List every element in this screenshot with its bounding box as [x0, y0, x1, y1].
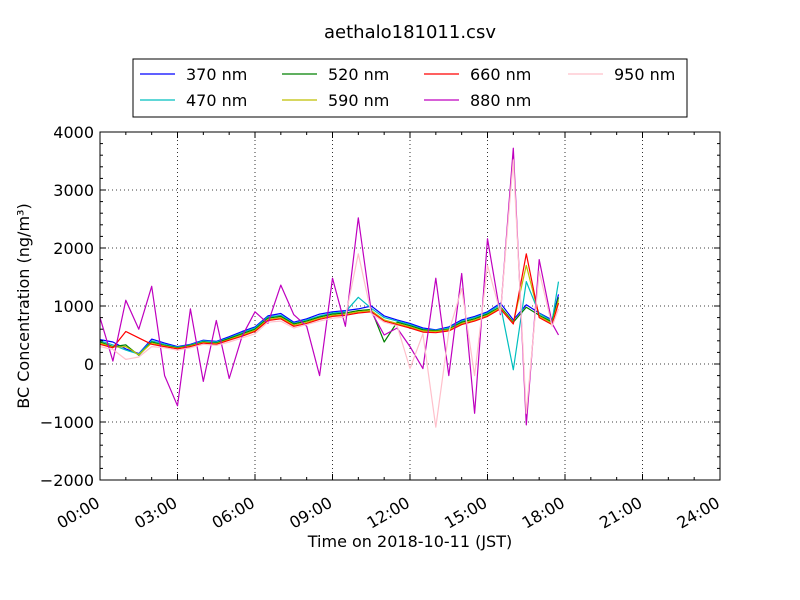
y-axis-label: BC Concentration (ng/m³): [14, 203, 33, 408]
chart-title: aethalo181011.csv: [324, 22, 496, 43]
series-line-880-nm: [99, 147, 560, 426]
y-tick-label: 4000: [53, 123, 94, 142]
y-tick-label: 0: [84, 355, 94, 374]
legend-label: 950 nm: [614, 65, 675, 84]
legend-label: 520 nm: [328, 65, 389, 84]
y-tick-label: 1000: [53, 297, 94, 316]
legend-label: 370 nm: [186, 65, 247, 84]
y-tick-label: 2000: [53, 239, 94, 258]
series-line-660-nm: [99, 253, 560, 350]
legend-label: 880 nm: [470, 91, 531, 110]
legend: 370 nm 470 nm 520 nm 590 nm 660 nm 880 nm 950 …: [132, 58, 688, 118]
y-tick-label: 3000: [53, 181, 94, 200]
legend-label: 590 nm: [328, 91, 389, 110]
legend-box: [132, 58, 688, 118]
series-line-950-nm: [99, 159, 560, 428]
y-tick-label: −2000: [40, 471, 94, 490]
y-tick-labels: −2000 −1000 0 1000 2000 3000 4000: [40, 123, 94, 490]
x-axis-label: Time on 2018-10-11 (JST): [307, 532, 512, 551]
grid: [100, 132, 720, 480]
ticks: [99, 131, 721, 481]
plot-lines: [99, 147, 560, 428]
legend-label: 660 nm: [470, 65, 531, 84]
legend-label: 470 nm: [186, 91, 247, 110]
y-tick-label: −1000: [40, 413, 94, 432]
